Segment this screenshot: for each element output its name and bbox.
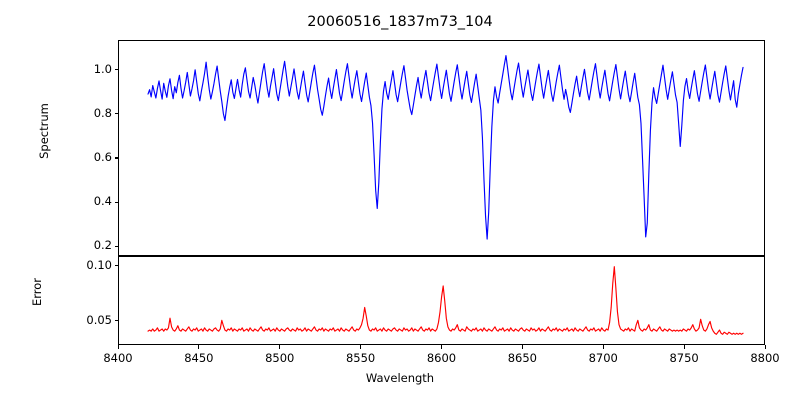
page-title: 20060516_1837m73_104 [307, 14, 493, 30]
y-tick-label-spectrum: 0.2 [93, 238, 112, 253]
x-tick-label: 8600 [426, 351, 457, 365]
x-tick-label: 8400 [103, 351, 133, 365]
y-tick-label-error: 0.10 [86, 257, 112, 272]
x-tick-label: 8550 [345, 351, 376, 365]
y-tick-label-spectrum: 1.0 [93, 61, 112, 76]
y-tick-spectrum [114, 113, 118, 115]
spectrum-plot-panel [118, 40, 765, 256]
x-tick-label: 8450 [184, 351, 214, 365]
x-tick [279, 345, 281, 349]
x-axis-label: Wavelength [365, 371, 435, 385]
x-tick [683, 345, 685, 349]
x-tick-label: 8650 [507, 351, 538, 365]
y-tick-spectrum [114, 245, 118, 247]
x-tick-label: 8800 [750, 351, 780, 365]
x-tick-label: 8500 [265, 351, 295, 365]
x-tick-label: 8750 [669, 351, 699, 365]
y-tick-label-error: 0.05 [86, 312, 112, 327]
y-axis-label-error: Error [30, 277, 44, 307]
error-plot-panel [118, 256, 765, 345]
x-tick [360, 345, 362, 349]
x-tick [521, 345, 523, 349]
y-tick-error [114, 265, 118, 267]
spectrum-line-series [119, 41, 764, 255]
y-tick-label-spectrum: 0.4 [93, 194, 112, 208]
y-tick-spectrum [114, 69, 118, 71]
x-tick-label: 8700 [588, 351, 618, 365]
x-tick [441, 345, 443, 349]
y-tick-error [114, 320, 118, 322]
y-tick-label-spectrum: 0.6 [93, 149, 112, 164]
x-tick [117, 345, 119, 349]
x-tick [602, 345, 604, 349]
y-axis-label-spectrum: Spectrum [37, 103, 51, 159]
y-tick-spectrum [114, 157, 118, 159]
error-line-series [119, 257, 764, 344]
x-tick [764, 345, 766, 349]
y-tick-spectrum [114, 201, 118, 203]
x-tick [198, 345, 200, 349]
y-tick-label-spectrum: 0.8 [93, 105, 112, 120]
